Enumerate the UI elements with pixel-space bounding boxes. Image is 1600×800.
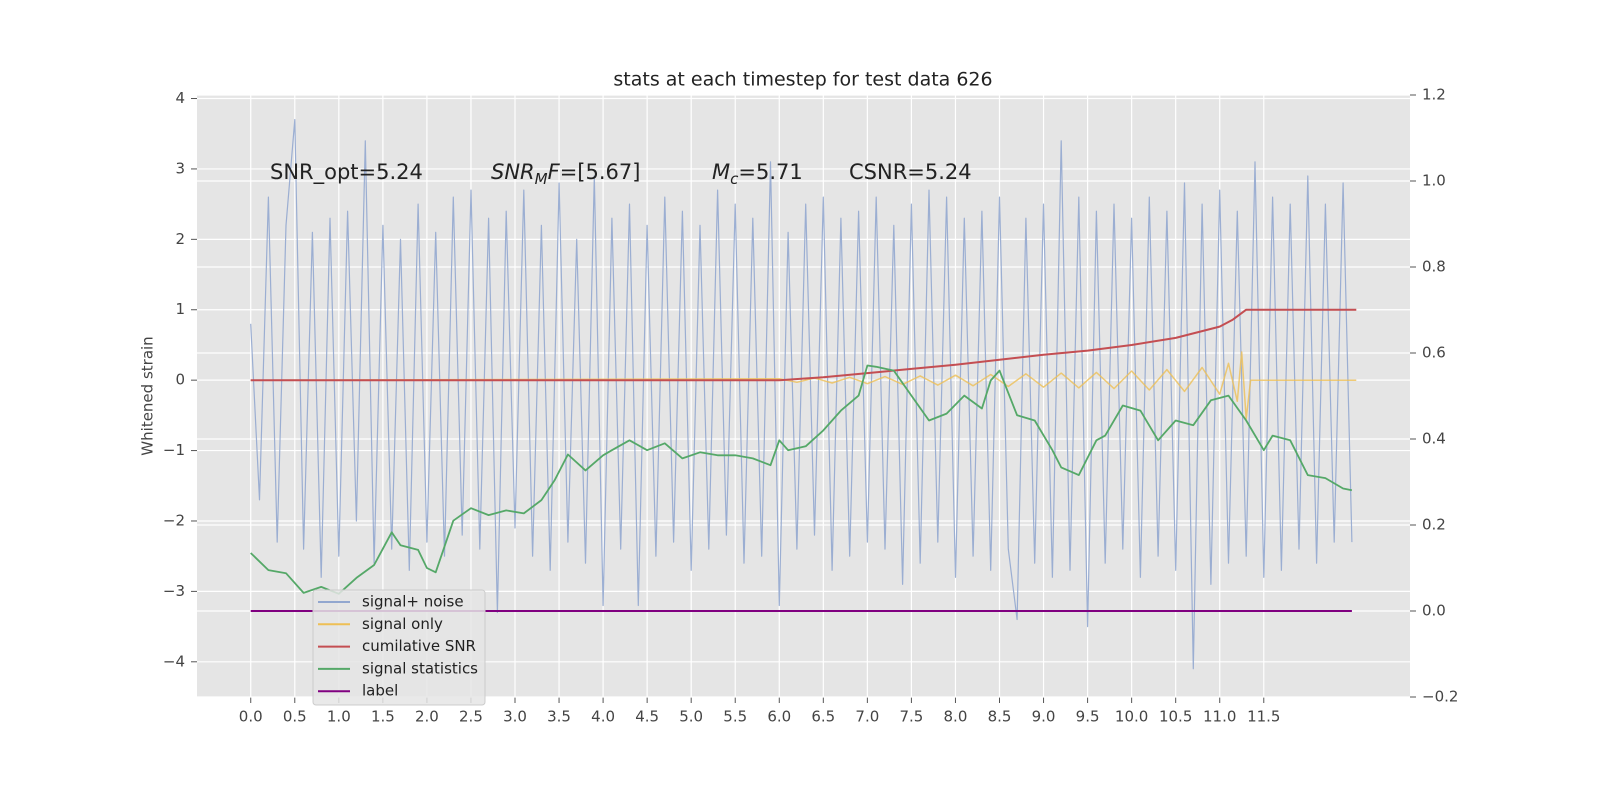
y-tick-label: 4	[175, 89, 185, 107]
x-tick-label: 5.0	[679, 708, 703, 726]
annotation-part: M	[535, 170, 548, 188]
y-tick-label: −3	[163, 582, 185, 600]
series-line	[250, 364, 1353, 595]
legend-label: signal statistics	[362, 659, 478, 677]
x-tick-label: 8.5	[988, 708, 1012, 726]
annotation: SNRMF=[5.67]	[491, 160, 640, 188]
x-tick-label: 3.0	[503, 708, 527, 726]
x-tick-label: 2.0	[415, 708, 439, 726]
x-tick-label: 6.5	[811, 708, 835, 726]
x-tick-label: 10.5	[1159, 708, 1192, 726]
y2-tick-label: −0.2	[1422, 688, 1458, 706]
x-tick-label: 4.0	[591, 708, 615, 726]
legend-label: cumilative SNR	[362, 637, 476, 655]
x-tick-label: 9.0	[1032, 708, 1056, 726]
annotation: SNR_opt=5.24	[270, 160, 423, 185]
x-tick-label: 6.0	[767, 708, 791, 726]
series-line	[250, 351, 1357, 420]
x-tick-label: 0.0	[239, 708, 263, 726]
x-tick-label: 1.0	[327, 708, 351, 726]
y2-tick-label: 0.0	[1422, 602, 1446, 620]
x-tick-label: 10.0	[1115, 708, 1148, 726]
y2-tick-label: 0.4	[1422, 430, 1446, 448]
legend-label: label	[362, 682, 398, 700]
x-tick-label: 2.5	[459, 708, 483, 726]
legend-label: signal+ noise	[362, 593, 464, 611]
annotation-part: F	[548, 160, 561, 184]
x-tick-label: 3.5	[547, 708, 571, 726]
y2-tick-label: 0.2	[1422, 516, 1446, 534]
y-tick-label: 3	[175, 159, 185, 177]
annotation-part: M	[712, 160, 730, 184]
legend-label: signal only	[362, 615, 443, 633]
y-tick-label: −2	[163, 511, 185, 529]
annotation-part: =[5.67]	[560, 160, 641, 184]
y2-tick-label: 1.0	[1422, 172, 1446, 190]
annotation-part: SNR	[491, 160, 535, 184]
x-tick-label: 8.0	[944, 708, 968, 726]
annotation-part: CSNR=5.24	[849, 160, 972, 184]
x-tick-label: 9.5	[1076, 708, 1100, 726]
series-line	[250, 119, 1353, 670]
y-axis-label: Whitened strain	[139, 336, 157, 455]
annotation: CSNR=5.24	[849, 160, 972, 184]
y-tick-label: 0	[175, 371, 185, 389]
x-tick-label: 11.5	[1247, 708, 1280, 726]
y-tick-label: 1	[175, 300, 185, 318]
annotation-part: =5.71	[738, 160, 802, 184]
annotation: Mc=5.71	[712, 160, 803, 188]
x-tick-label: 0.5	[283, 708, 307, 726]
annotation-part: SNR_opt=5.24	[270, 160, 423, 185]
y2-tick-label: 0.8	[1422, 258, 1446, 276]
series-line	[250, 308, 1357, 382]
x-tick-label: 7.5	[899, 708, 923, 726]
x-tick-label: 11.0	[1203, 708, 1236, 726]
x-tick-label: 1.5	[371, 708, 395, 726]
y-tick-label: 2	[175, 230, 185, 248]
y-tick-label: −1	[163, 441, 185, 459]
x-tick-label: 7.0	[855, 708, 879, 726]
legend-box	[312, 589, 486, 706]
x-tick-label: 4.5	[635, 708, 659, 726]
annotation-part: c	[730, 170, 739, 188]
chart-title: stats at each timestep for test data 626	[613, 69, 992, 91]
y2-tick-label: 1.2	[1422, 86, 1446, 104]
y2-tick-label: 0.6	[1422, 344, 1446, 362]
y-tick-label: −4	[163, 652, 185, 670]
x-tick-label: 5.5	[723, 708, 747, 726]
